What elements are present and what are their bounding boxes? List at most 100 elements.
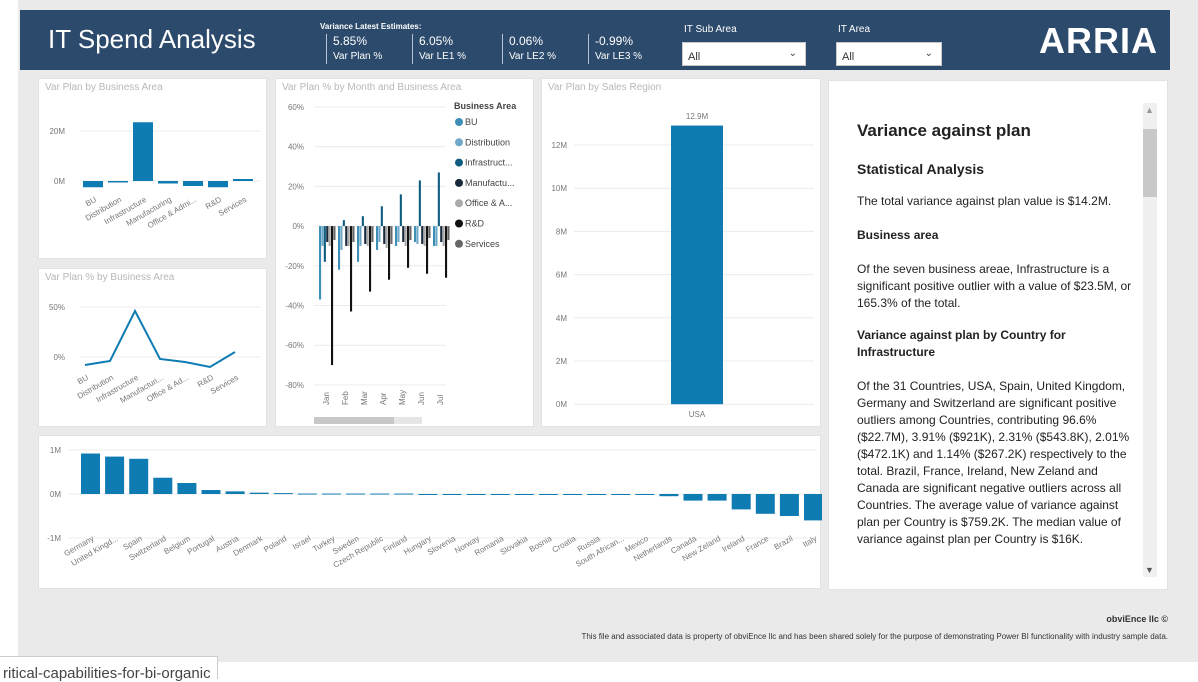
bar-r-d-mar[interactable] [369,226,372,292]
bar-services-feb[interactable] [352,226,355,242]
bar-office-a-jun[interactable] [423,226,426,246]
bar-spain[interactable] [129,458,149,494]
bar-bu-apr[interactable] [376,226,379,250]
var-plan-by-business-area-panel[interactable]: Var Plan by Business Area 20M 0M BU Distr… [38,78,267,259]
bar-r-d-may[interactable] [407,226,410,268]
bar-hungary[interactable] [418,494,438,495]
it-sub-area-dropdown[interactable]: All ⌄ [682,42,806,66]
bar-r-d-jun[interactable] [426,226,429,274]
bar-austria[interactable] [225,491,245,494]
bar-distribution-apr[interactable] [378,226,381,242]
bar-germany[interactable] [81,453,100,494]
bar-israel[interactable] [297,493,317,495]
kpi-var-plan[interactable]: 5.85% Var Plan % [326,34,382,64]
it-area-dropdown[interactable]: All ⌄ [836,42,942,66]
legend-entry[interactable]: Manufactu... [465,178,515,188]
legend-entry[interactable]: BU [465,117,478,127]
kpi-var-le1[interactable]: 6.05% Var LE1 % [412,34,466,64]
bar-united-kingd[interactable] [105,456,125,494]
bar-infrastructure[interactable] [133,122,153,181]
bar-distribution[interactable] [108,181,128,183]
narrative-panel[interactable]: Variance against plan Statistical Analys… [828,80,1168,590]
bar-denmark[interactable] [249,492,269,494]
bar-office-a-feb[interactable] [347,226,350,246]
bar-services-jun[interactable] [428,226,431,239]
legend-entry[interactable]: R&D [465,219,485,229]
var-plan-by-country-panel[interactable]: 1M 0M -1M Germany United Kingd... Spain Swi… [38,435,822,589]
bar-mexico[interactable] [635,494,655,495]
bar-services[interactable] [233,179,253,181]
legend-entry[interactable]: Distribution [465,137,510,147]
bar-norway[interactable] [466,494,486,495]
bar-manufacturing[interactable] [158,181,178,184]
bar-infrastruct-mar[interactable] [361,216,364,227]
bar-services-jan[interactable] [333,226,336,240]
bar-services-apr[interactable] [390,226,393,244]
bar-services-jul[interactable] [447,226,450,240]
bar-czech-republic[interactable] [370,493,390,495]
var-plan-by-sales-region-panel[interactable]: Var Plan by Sales Region 12M 10M 8M 6M 4M 2M 0… [541,78,821,427]
var-plan-pct-by-month-panel[interactable]: Var Plan % by Month and Business Area 60… [275,78,534,427]
bar-bu-jan[interactable] [319,226,322,300]
bar-turkey[interactable] [322,493,341,495]
bar-services-may[interactable] [409,226,412,240]
bar-office-admi[interactable] [183,181,203,186]
bar-manufactu-feb[interactable] [345,226,348,246]
bar-r-d-jul[interactable] [445,226,448,278]
bar-bu-jul[interactable] [433,226,436,246]
bar-italy[interactable] [804,494,822,521]
bar-usa[interactable] [671,125,723,405]
bar-manufactu-may[interactable] [402,226,405,242]
horizontal-scrollbar-thumb[interactable] [314,417,394,424]
bar-distribution-jul[interactable] [435,226,438,246]
bar-distribution-feb[interactable] [340,226,343,250]
bar-infrastruct-feb[interactable] [342,220,345,227]
bar-r-d-apr[interactable] [388,226,391,280]
bar-brazil[interactable] [779,494,799,516]
bar-services-mar[interactable] [371,226,374,242]
bar-switzerland[interactable] [153,477,173,494]
legend-entry[interactable]: Office & A... [465,198,512,208]
bar-canada[interactable] [683,494,703,501]
bar-distribution-mar[interactable] [359,226,362,246]
bar-office-a-mar[interactable] [366,226,369,246]
bar-bu[interactable] [83,181,103,188]
bar-office-a-jan[interactable] [328,226,331,246]
bar-netherlands[interactable] [659,494,679,497]
bar-r-d-feb[interactable] [350,226,353,312]
bar-slovenia[interactable] [442,494,462,495]
bar-infrastruct-apr[interactable] [380,206,383,227]
var-plan-pct-by-business-area-panel[interactable]: Var Plan % by Business Area 50% 0% BU Dis… [38,268,267,427]
scroll-down-icon[interactable]: ▼ [1145,565,1154,575]
bar-bu-feb[interactable] [338,226,341,270]
bar-new-zeland[interactable] [707,494,727,501]
scroll-up-icon[interactable]: ▲ [1145,105,1154,115]
bar-infrastruct-jun[interactable] [418,180,421,227]
bar-poland[interactable] [273,493,293,495]
scrollbar-thumb[interactable] [1143,129,1157,197]
bar-bosnia[interactable] [538,494,558,495]
bar-manufactu-apr[interactable] [383,226,386,244]
bar-distribution-may[interactable] [397,226,400,242]
bar-south-african[interactable] [611,494,631,495]
bar-r-d-jan[interactable] [331,226,334,366]
bar-distribution-jun[interactable] [416,226,419,244]
bar-manufactu-mar[interactable] [364,226,367,244]
bar-slovakia[interactable] [514,494,534,495]
bar-r-d[interactable] [208,181,228,188]
bar-distribution-jan[interactable] [321,226,324,246]
legend-entry[interactable]: Infrastruct... [465,158,513,168]
bar-russia[interactable] [587,494,607,495]
bar-romania[interactable] [490,494,510,495]
kpi-var-le2[interactable]: 0.06% Var LE2 % [502,34,556,64]
bar-belgium[interactable] [177,483,197,494]
kpi-var-le3[interactable]: -0.99% Var LE3 % [588,34,642,64]
bar-infrastruct-jan[interactable] [323,226,326,262]
bar-croatia[interactable] [563,494,582,495]
bar-finland[interactable] [394,493,414,495]
horizontal-scrollbar-track[interactable] [394,417,422,424]
bar-bu-may[interactable] [395,226,398,246]
bar-office-a-apr[interactable] [385,226,388,248]
bar-infrastruct-may[interactable] [399,194,402,227]
bar-ireland[interactable] [731,494,751,510]
